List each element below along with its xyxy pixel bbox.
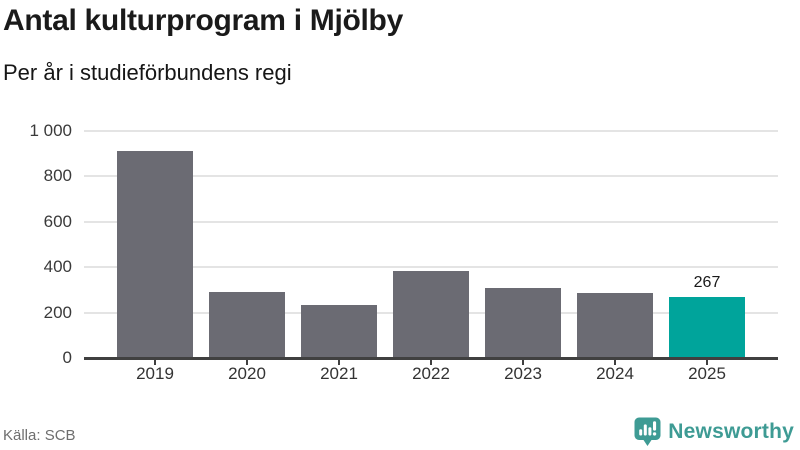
chart-subtitle: Per år i studieförbundens regi xyxy=(3,60,292,85)
bar-2019 xyxy=(117,151,193,358)
newsworthy-logo: Newsworthy xyxy=(634,416,794,448)
bar-2020 xyxy=(209,292,285,358)
bar-2025-highlighted xyxy=(669,297,745,358)
gridline-400 xyxy=(84,266,778,269)
x-axis-label-2021: 2021 xyxy=(320,364,358,383)
bar-2022 xyxy=(393,270,469,358)
x-axis-tick-2019 xyxy=(154,358,156,365)
y-axis-label-400: 400 xyxy=(43,257,72,277)
y-axis-label-600: 600 xyxy=(43,211,72,231)
x-axis-tick-2020 xyxy=(246,358,248,365)
y-axis-label-0: 0 xyxy=(62,348,72,367)
plot-area xyxy=(84,130,778,365)
y-axis-label-1000: 1 000 xyxy=(29,121,72,140)
x-axis-tick-2022 xyxy=(430,358,432,365)
newsworthy-icon xyxy=(634,417,661,446)
x-axis-label-2023: 2023 xyxy=(504,364,542,383)
bar-2021 xyxy=(301,304,377,358)
bar-2024 xyxy=(577,293,653,358)
gridline-600 xyxy=(84,220,778,223)
gridline-800 xyxy=(84,175,778,178)
source-label: Källa: SCB xyxy=(3,427,76,444)
chart-title: Antal kulturprogram i Mjölby xyxy=(3,4,403,37)
x-axis-label-2019: 2019 xyxy=(136,364,174,383)
x-axis-tick-2024 xyxy=(614,358,616,365)
y-axis-label-200: 200 xyxy=(43,302,72,322)
x-axis-tick-2021 xyxy=(338,358,340,365)
x-axis-label-2025: 2025 xyxy=(688,364,726,383)
newsworthy-wordmark: Newsworthy xyxy=(668,420,794,443)
x-axis-label-2024: 2024 xyxy=(596,364,634,383)
y-axis-label-800: 800 xyxy=(43,166,72,186)
x-axis-tick-2023 xyxy=(522,358,524,365)
x-axis-label-2020: 2020 xyxy=(228,364,266,383)
bar-2023 xyxy=(485,287,561,358)
value-label-2025: 267 xyxy=(693,274,721,292)
gridline-1000 xyxy=(84,130,778,132)
x-axis-label-2022: 2022 xyxy=(412,364,450,383)
x-axis-tick-2025 xyxy=(706,358,708,365)
